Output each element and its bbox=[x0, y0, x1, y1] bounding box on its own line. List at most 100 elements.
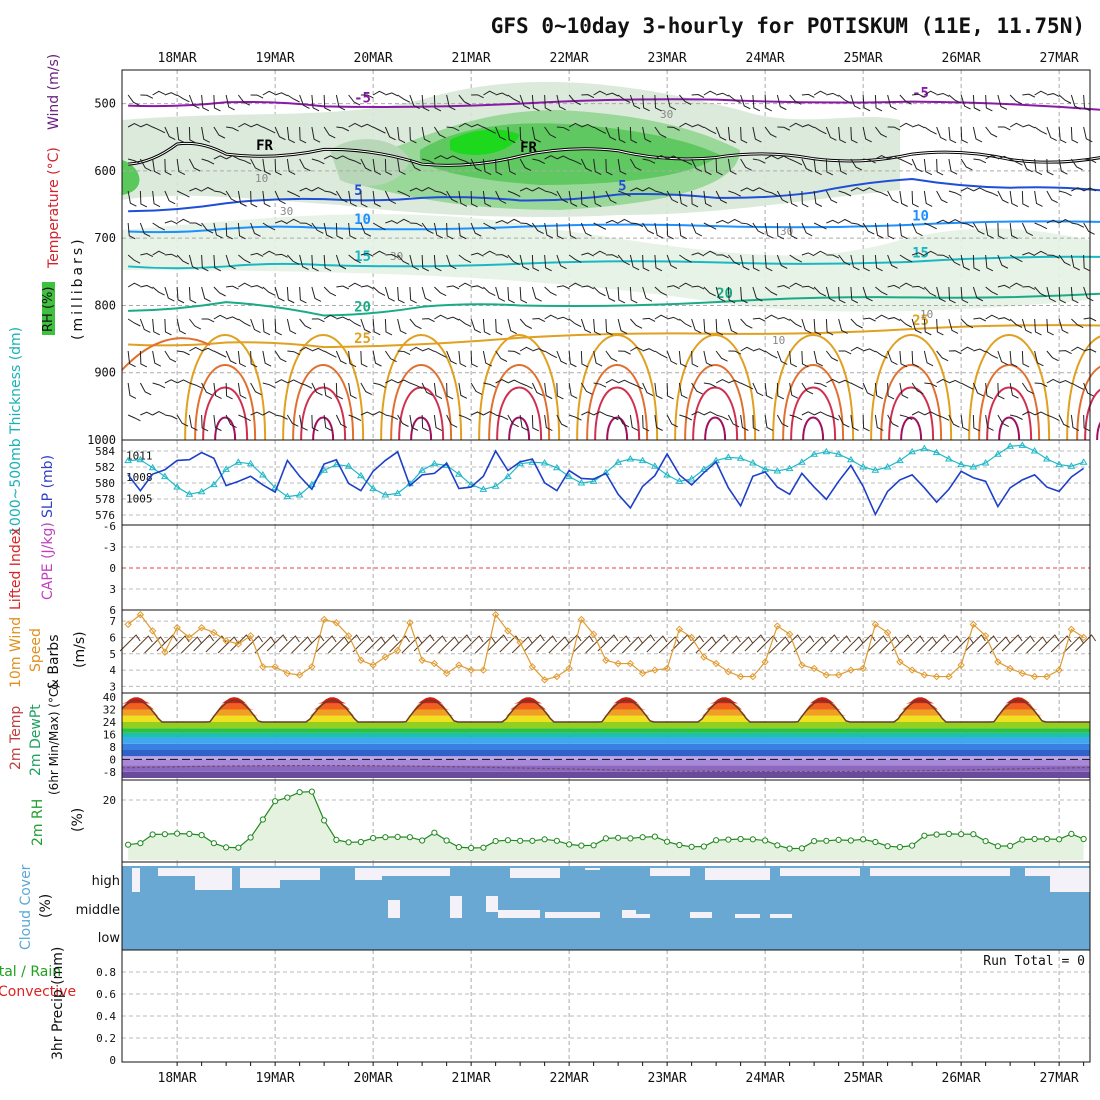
wind10m-marker bbox=[675, 625, 684, 634]
surface-isotherm bbox=[986, 386, 1033, 441]
wind-barb bbox=[580, 158, 593, 172]
wind-barb bbox=[972, 222, 985, 235]
wind-barb bbox=[777, 126, 791, 131]
rh2m-marker bbox=[223, 844, 230, 851]
wind-barb bbox=[201, 126, 210, 143]
wind-barb bbox=[911, 350, 919, 368]
date-label-top: 22MAR bbox=[550, 51, 589, 66]
wind-barb bbox=[225, 222, 233, 240]
wind-barb bbox=[1009, 254, 1023, 263]
wind10m-marker bbox=[761, 658, 769, 666]
wind-barb bbox=[985, 314, 999, 320]
thickness-marker bbox=[944, 455, 953, 462]
wind-barb bbox=[789, 222, 798, 240]
rh2m-marker bbox=[872, 838, 879, 846]
wind10m-label-1: 10m Wind bbox=[8, 617, 24, 688]
wind-barb bbox=[752, 317, 766, 322]
wind-barb bbox=[324, 190, 337, 196]
wind10m-marker bbox=[136, 610, 145, 619]
wind-barb bbox=[715, 190, 727, 204]
wind10m-barb bbox=[475, 636, 496, 654]
surface-isotherm bbox=[1066, 335, 1100, 441]
wind-barb bbox=[372, 222, 386, 231]
wind-barb bbox=[507, 158, 517, 175]
wind10m-marker bbox=[553, 672, 561, 681]
wind-barb bbox=[139, 350, 148, 368]
wind-barb bbox=[580, 318, 592, 334]
wind-barb bbox=[335, 222, 344, 240]
wind-barb bbox=[667, 316, 680, 321]
wind-barb bbox=[764, 155, 778, 160]
wind-barb bbox=[336, 285, 350, 290]
wind-barb bbox=[1058, 219, 1072, 224]
wind-barb bbox=[581, 94, 595, 99]
wind-barb bbox=[446, 316, 460, 321]
thickness-marker bbox=[246, 459, 255, 467]
chart-title: GFS 0~10day 3-hourly for POTISKUM (11E, … bbox=[491, 14, 1085, 38]
wind-barb bbox=[776, 190, 789, 204]
precip-tick: 0.4 bbox=[96, 1010, 116, 1023]
wind-barb bbox=[960, 382, 974, 390]
wind-barb bbox=[899, 282, 913, 288]
wind-barb bbox=[507, 94, 521, 103]
rh2m-marker bbox=[835, 836, 842, 844]
rh2m-marker bbox=[406, 834, 413, 841]
temp2m-line bbox=[121, 699, 1090, 723]
wind-barb bbox=[201, 94, 210, 112]
wind-barb bbox=[139, 190, 148, 208]
wind-barb bbox=[911, 190, 919, 208]
wind10m-marker bbox=[614, 659, 622, 668]
wind-barb bbox=[801, 382, 814, 395]
wind-barb bbox=[495, 92, 509, 97]
rh2m-marker bbox=[688, 843, 695, 850]
wind10m-barb bbox=[707, 634, 729, 652]
date-label-bottom: 25MAR bbox=[844, 1071, 883, 1086]
surface-isotherm bbox=[606, 416, 629, 441]
thickness-marker bbox=[883, 463, 892, 470]
wind-barb bbox=[985, 154, 999, 160]
wind-barb bbox=[384, 286, 395, 302]
precip-tick: 0.2 bbox=[96, 1032, 116, 1045]
wind-barb bbox=[899, 158, 913, 166]
wind-barb bbox=[250, 94, 264, 99]
date-label-bottom: 20MAR bbox=[354, 1071, 393, 1086]
lifted-index-label: Lifted Index bbox=[8, 528, 24, 610]
wind-barb bbox=[703, 222, 717, 230]
wind-barb bbox=[458, 222, 467, 240]
wind-barb bbox=[727, 318, 738, 335]
wind-barb bbox=[458, 318, 472, 327]
wind-barb bbox=[1058, 414, 1070, 428]
wind-barb bbox=[237, 222, 246, 240]
wind-barb bbox=[568, 222, 577, 240]
surface-isotherm bbox=[194, 364, 257, 441]
wind-barb bbox=[360, 318, 371, 334]
wind-barb bbox=[568, 382, 578, 399]
wind-barb bbox=[213, 382, 222, 399]
wind-barb bbox=[520, 222, 533, 227]
wind-barb bbox=[519, 94, 531, 110]
wind-barb bbox=[360, 94, 374, 99]
wind-barb bbox=[997, 94, 1008, 110]
wind-barb bbox=[262, 286, 276, 296]
wind-barb bbox=[973, 348, 987, 353]
wind-barb bbox=[862, 126, 872, 143]
wind-barb bbox=[176, 414, 189, 427]
rh2m-marker bbox=[468, 844, 475, 852]
wind10m-barb bbox=[426, 635, 447, 653]
wind-barb bbox=[911, 158, 923, 173]
rh2m-marker bbox=[125, 841, 132, 848]
wind-barb bbox=[188, 94, 200, 109]
wind10m-barb bbox=[254, 636, 276, 654]
wind-barb bbox=[1058, 286, 1067, 304]
thickness-marker bbox=[626, 455, 635, 462]
wind-barb bbox=[127, 382, 137, 399]
rh-band-90 bbox=[450, 129, 520, 155]
wind10m-marker bbox=[932, 672, 941, 681]
wind-barb bbox=[397, 218, 411, 224]
wind-barb bbox=[311, 286, 322, 302]
wind-barb bbox=[335, 190, 348, 203]
thickness-marker bbox=[699, 465, 708, 472]
wind-barb bbox=[813, 350, 823, 367]
wind10m-marker bbox=[418, 656, 426, 664]
thickness-marker bbox=[454, 470, 463, 477]
